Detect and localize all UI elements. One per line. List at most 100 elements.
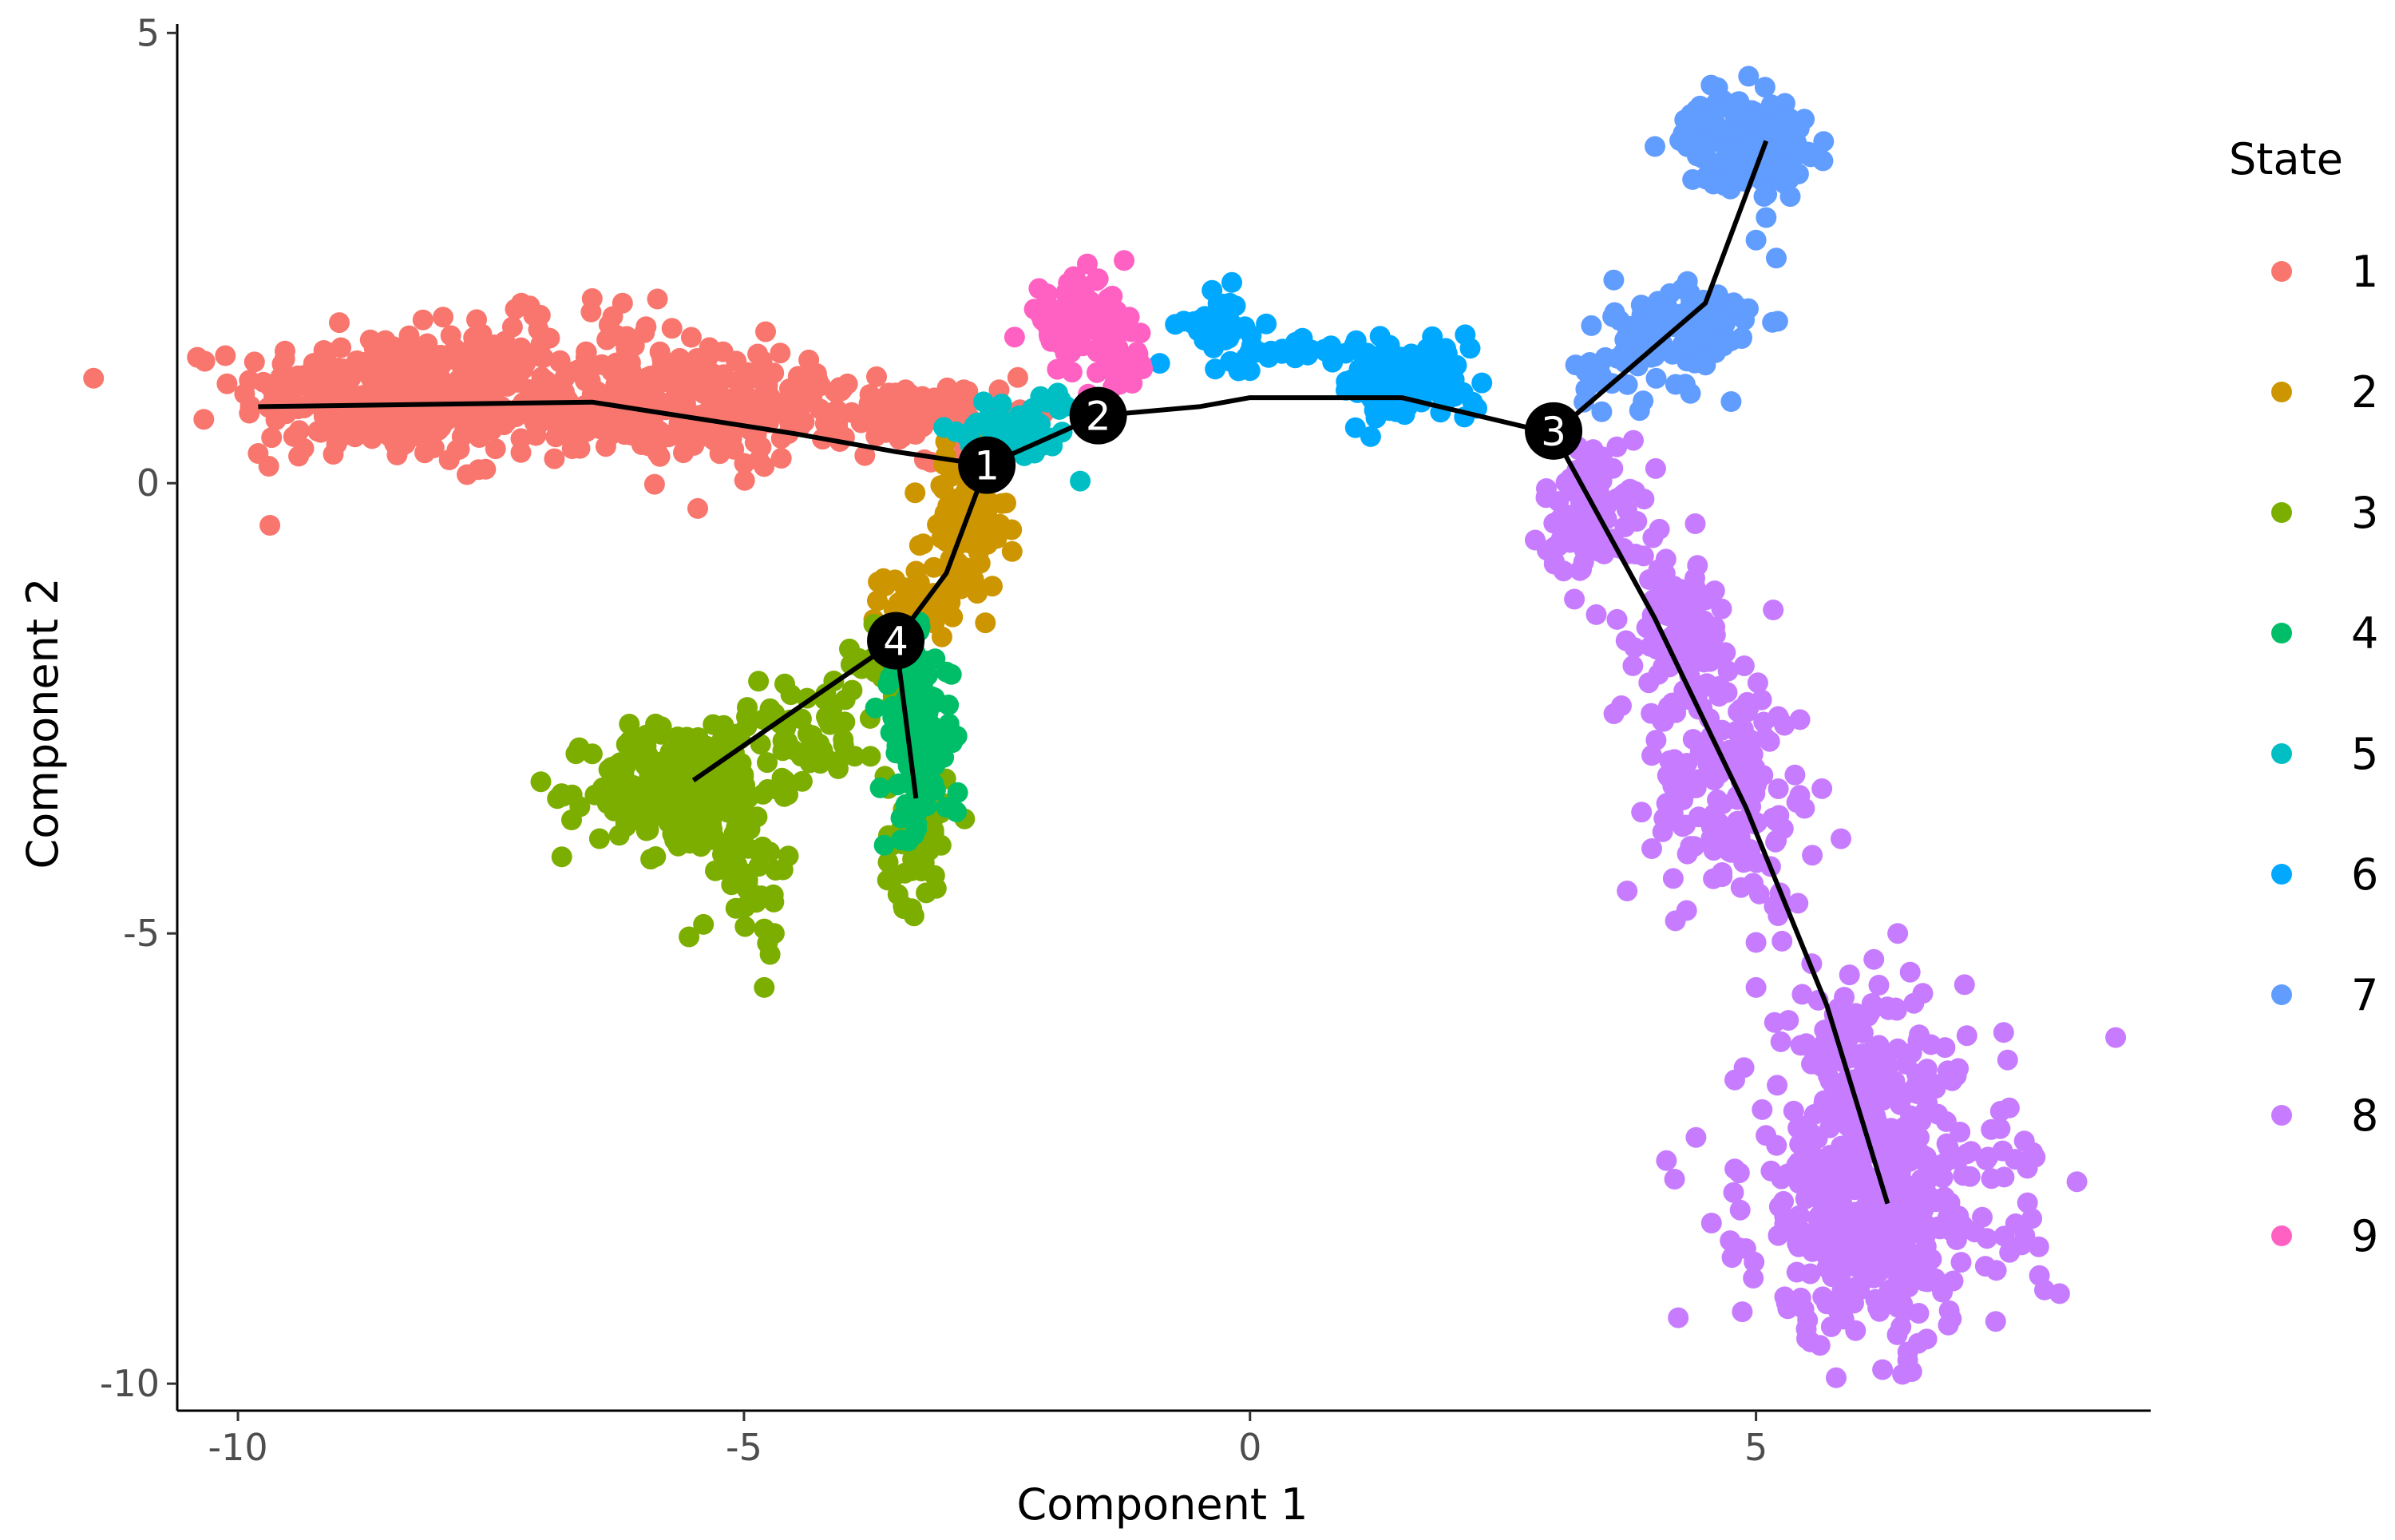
data-point — [1037, 391, 1059, 413]
data-point — [1863, 1189, 1884, 1210]
data-point — [674, 426, 695, 447]
data-point — [576, 341, 597, 362]
data-point — [833, 734, 854, 755]
data-point — [1847, 1148, 1869, 1170]
data-point — [1728, 1162, 1750, 1184]
data-point — [1909, 1024, 1930, 1046]
data-point — [2014, 1225, 2036, 1246]
data-point — [751, 350, 773, 371]
data-point — [1638, 672, 1660, 694]
data-point — [1037, 297, 1059, 318]
data-point — [1811, 1181, 1833, 1202]
legend-swatch — [2271, 984, 2292, 1005]
data-point — [507, 400, 528, 422]
data-point — [1663, 595, 1684, 616]
data-point — [1668, 1307, 1689, 1328]
data-point — [667, 798, 688, 820]
data-point — [1345, 330, 1367, 351]
data-point — [1645, 457, 1666, 479]
data-point — [1707, 789, 1728, 810]
data-point — [1745, 976, 1767, 998]
data-point — [873, 834, 895, 856]
data-point — [243, 351, 265, 373]
data-point — [1747, 672, 1768, 694]
data-point — [1680, 104, 1702, 125]
data-point — [1816, 1257, 1838, 1279]
data-point — [1768, 778, 1789, 799]
data-point — [1603, 703, 1625, 724]
branch-point-marker — [1069, 386, 1127, 445]
data-point — [1887, 923, 1909, 944]
data-point — [1886, 1209, 1906, 1231]
branch-point-2: 2 — [1069, 386, 1127, 445]
data-point — [675, 393, 696, 414]
data-point — [1004, 327, 1025, 348]
data-point — [1795, 1115, 1817, 1136]
data-point — [383, 374, 405, 396]
data-point — [1770, 1031, 1791, 1052]
data-point — [1717, 122, 1739, 144]
data-point — [1615, 630, 1637, 651]
data-point — [902, 849, 924, 870]
data-point — [1946, 1221, 1967, 1243]
data-point — [882, 707, 904, 728]
data-point — [1676, 843, 1698, 865]
data-point — [1688, 139, 1709, 160]
data-point — [782, 738, 804, 760]
data-point — [1700, 1213, 1722, 1233]
data-point — [1285, 331, 1306, 353]
data-point — [1564, 588, 1585, 610]
data-point — [1884, 1184, 1906, 1205]
data-point — [642, 374, 663, 395]
data-point — [950, 578, 972, 600]
data-point — [1723, 1182, 1744, 1203]
data-point — [923, 822, 944, 844]
branch-point-4: 4 — [867, 612, 925, 670]
data-point — [943, 393, 964, 414]
data-point — [766, 778, 787, 800]
data-point — [770, 448, 792, 469]
data-point — [1908, 1303, 1930, 1324]
data-point — [554, 367, 576, 389]
data-point — [786, 412, 808, 433]
data-point — [1059, 298, 1081, 319]
data-point — [2105, 1027, 2127, 1048]
data-point — [912, 672, 933, 694]
data-point — [814, 413, 836, 434]
data-point — [551, 783, 572, 805]
data-point — [1711, 598, 1732, 620]
data-point — [723, 438, 745, 460]
data-point — [1778, 1010, 1799, 1031]
axes-layer: -10 -5 0 5 -10 -5 0 5 — [100, 11, 2151, 1469]
data-point — [423, 356, 445, 377]
data-point — [386, 444, 408, 465]
trajectory-segment — [1552, 140, 1769, 436]
data-point — [523, 409, 544, 430]
data-point — [1101, 301, 1122, 323]
data-point — [1766, 829, 1787, 851]
data-point — [1535, 487, 1557, 509]
data-point — [1823, 1241, 1844, 1263]
data-point — [1863, 1245, 1884, 1267]
data-point — [1811, 1202, 1833, 1223]
legend-label: 4 — [2351, 608, 2378, 659]
data-point — [772, 859, 794, 881]
data-point — [1645, 136, 1665, 157]
data-point — [1779, 186, 1801, 208]
x-axis-title: Component 1 — [1016, 1479, 1308, 1530]
data-point — [905, 482, 926, 504]
data-point — [538, 374, 560, 396]
data-point — [1783, 121, 1805, 143]
data-point — [287, 365, 309, 386]
branch-point-label: 2 — [1086, 394, 1111, 440]
data-point — [1736, 739, 1757, 761]
data-point — [936, 797, 957, 818]
data-point — [1399, 347, 1420, 369]
data-point — [1602, 306, 1624, 327]
data-point — [734, 469, 755, 491]
data-point — [1772, 930, 1793, 952]
data-point — [916, 706, 937, 727]
data-point — [814, 746, 836, 767]
data-point — [1619, 512, 1641, 532]
data-point — [1375, 358, 1396, 379]
